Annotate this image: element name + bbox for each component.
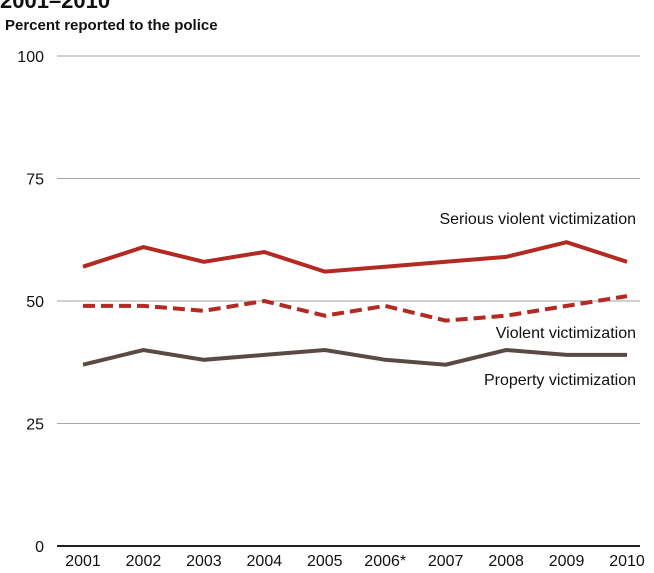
series-line-1 bbox=[83, 294, 628, 323]
x-tick-labels: 2001 2002 2003 2004 2005 2006* 2007 2008 2009 201… bbox=[65, 553, 645, 570]
series-line-0 bbox=[82, 240, 628, 274]
label-property: Property victimization bbox=[484, 372, 636, 389]
x-tick-label: 2001 bbox=[65, 553, 101, 570]
gridlines bbox=[57, 55, 640, 424]
x-tick-label: 2007 bbox=[428, 553, 464, 570]
x-tick-label: 2009 bbox=[549, 553, 585, 570]
x-tick-label: 2005 bbox=[307, 553, 343, 570]
y-tick-labels: 0 25 50 75 100 bbox=[17, 49, 44, 556]
y-tick-label: 50 bbox=[26, 294, 44, 311]
chart-title-partial: 2001–2010 bbox=[0, 0, 110, 13]
x-tick-label: 2006* bbox=[364, 553, 406, 570]
y-tick-label: 0 bbox=[35, 539, 44, 556]
x-tick-label: 2010 bbox=[609, 553, 645, 570]
series-line-2 bbox=[82, 347, 627, 367]
y-tick-label: 100 bbox=[17, 49, 44, 66]
x-tick-label: 2008 bbox=[488, 553, 524, 570]
series-lines bbox=[82, 240, 628, 367]
x-tick-label: 2004 bbox=[247, 553, 283, 570]
x-tick-label: 2003 bbox=[186, 553, 222, 570]
label-violent: Violent victimization bbox=[496, 325, 636, 342]
x-tick-label: 2002 bbox=[126, 553, 162, 570]
y-axis-label: Percent reported to the police bbox=[5, 17, 218, 34]
y-tick-label: 75 bbox=[26, 172, 44, 189]
y-tick-label: 25 bbox=[26, 417, 44, 434]
label-serious-violent: Serious violent victimization bbox=[439, 211, 636, 228]
